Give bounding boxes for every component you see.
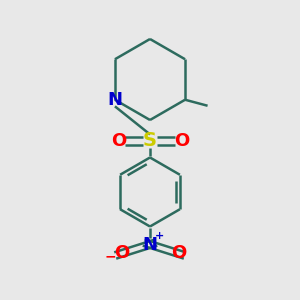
Text: S: S	[143, 131, 157, 151]
Text: O: O	[114, 244, 129, 262]
Text: +: +	[155, 231, 164, 242]
Text: N: N	[107, 91, 122, 109]
Text: N: N	[142, 236, 158, 253]
Text: O: O	[111, 132, 126, 150]
Text: O: O	[174, 132, 189, 150]
Text: O: O	[171, 244, 186, 262]
Text: −: −	[104, 249, 116, 263]
